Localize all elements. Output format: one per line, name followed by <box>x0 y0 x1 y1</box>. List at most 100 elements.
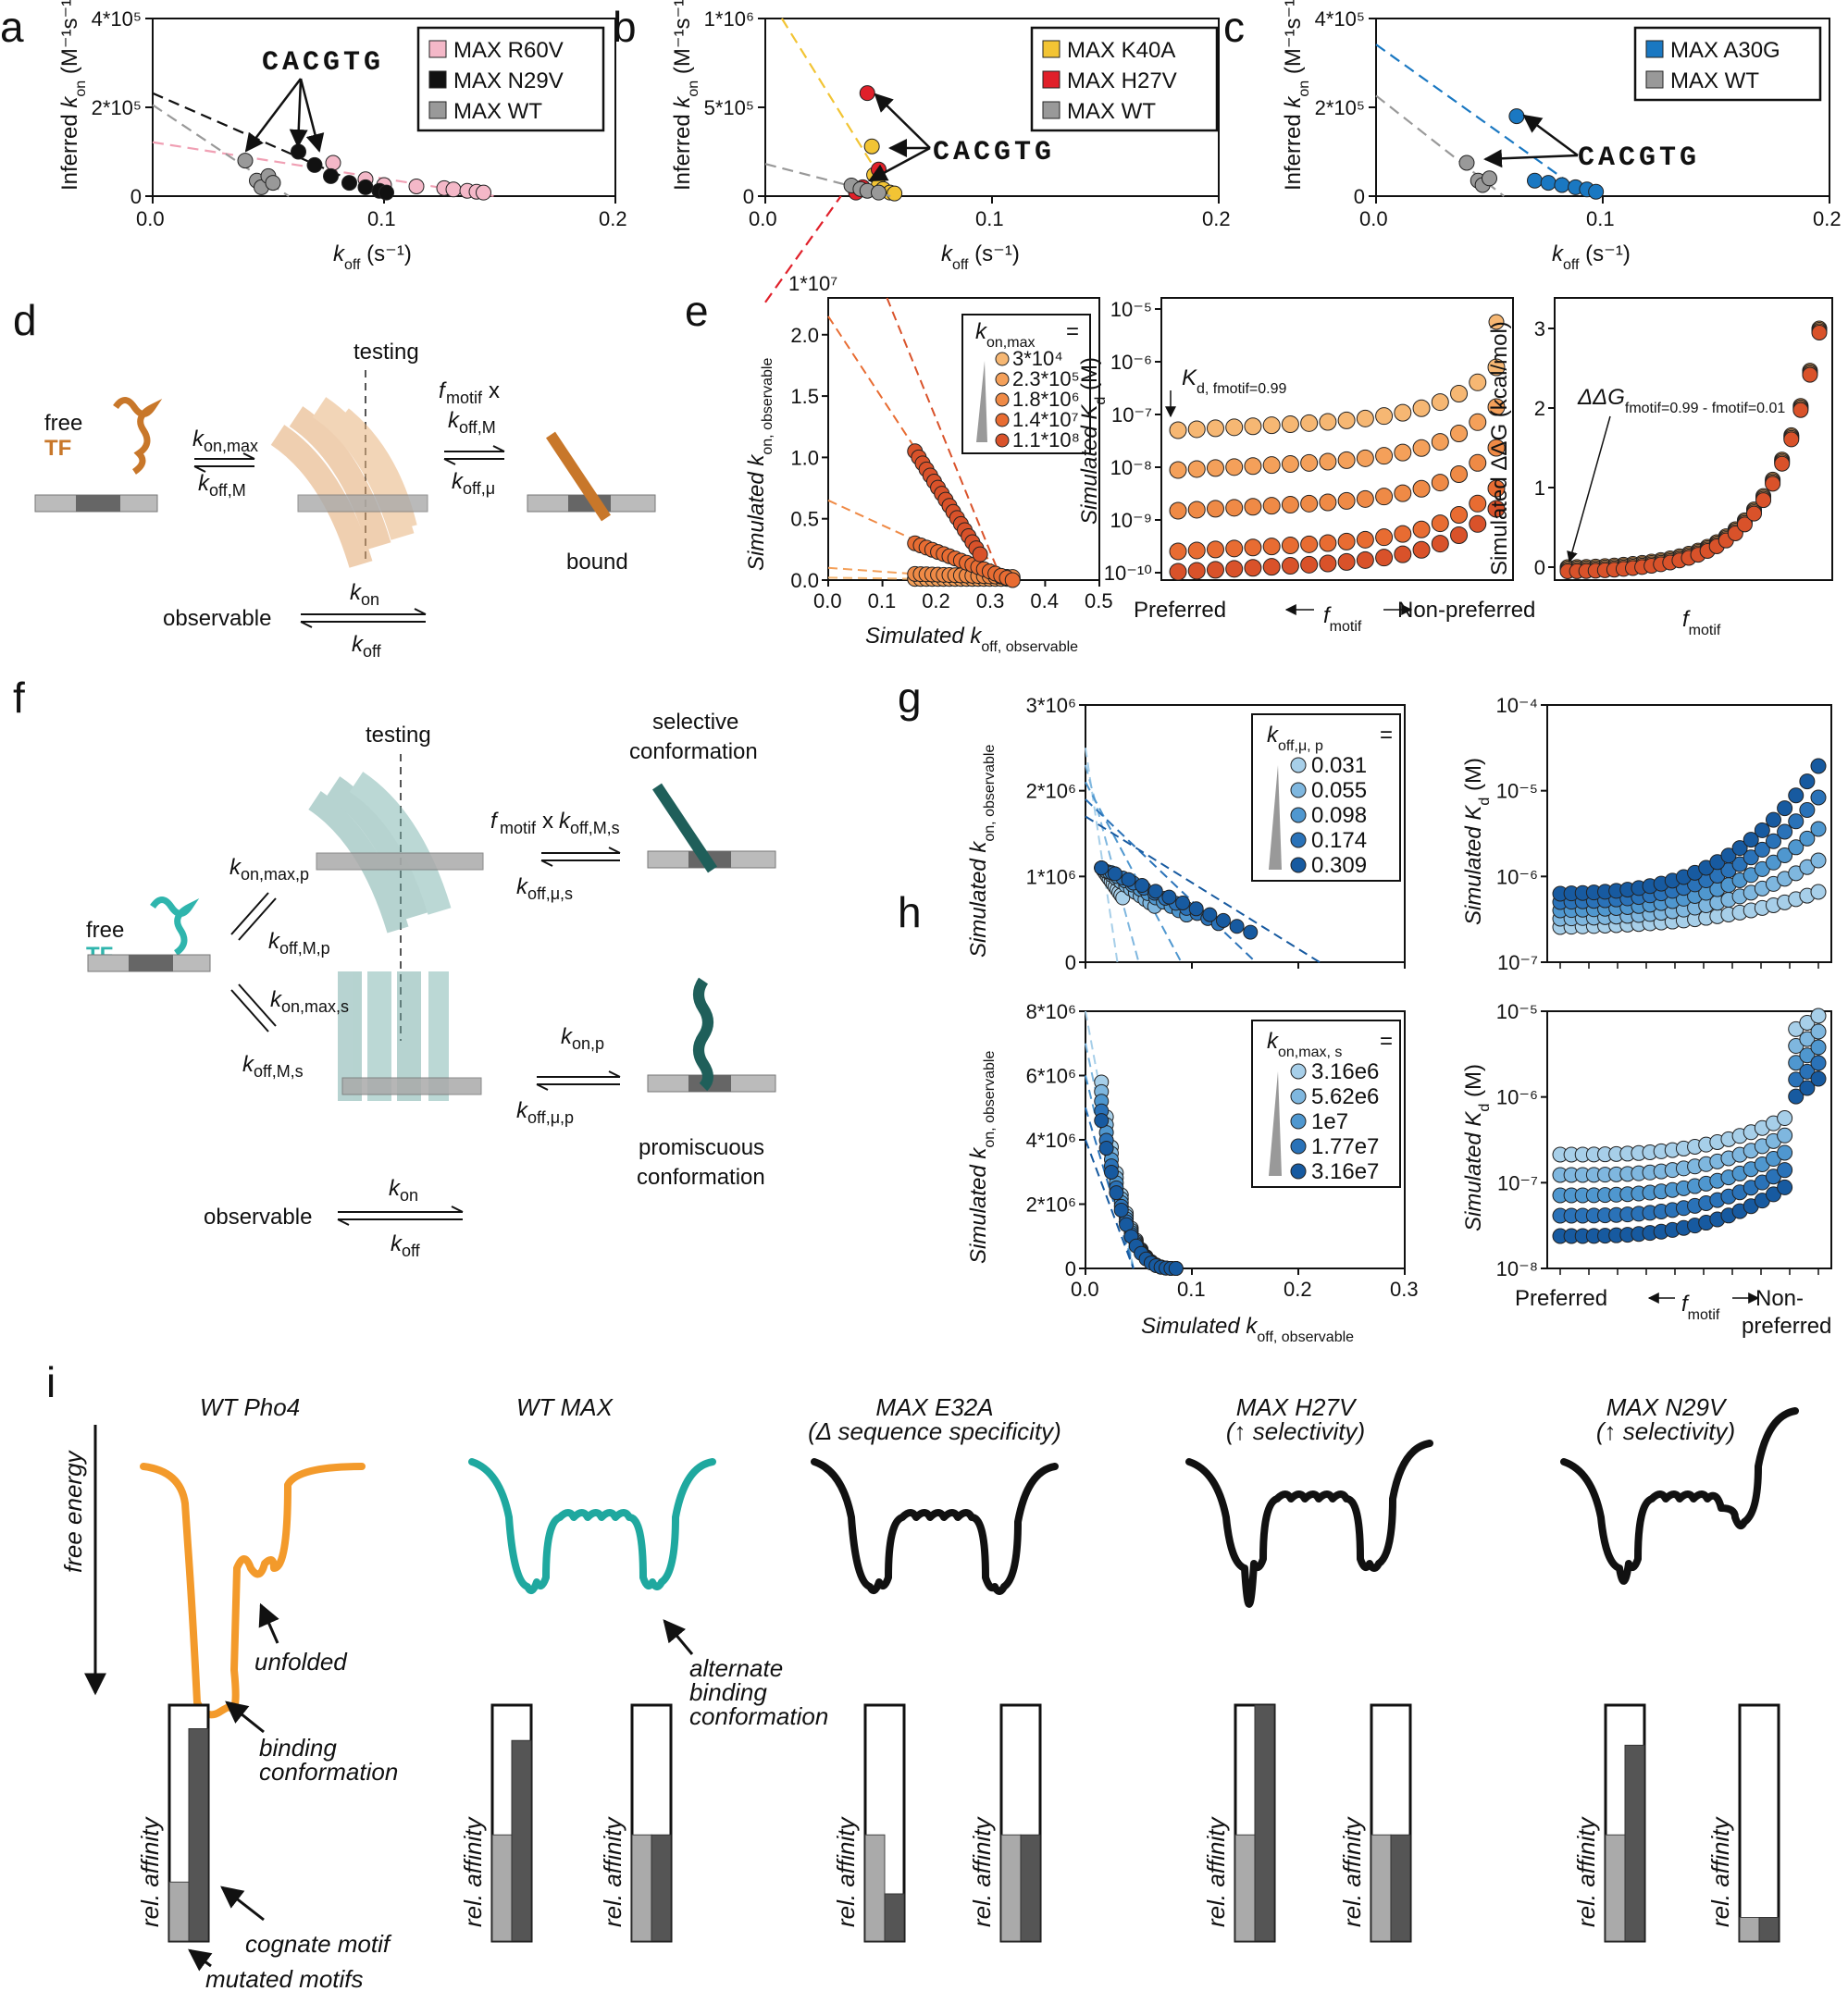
legend-entry: MAX A30G <box>1670 38 1780 63</box>
x-tick-label: 0.2 <box>1284 1278 1312 1301</box>
bar-cognate <box>511 1739 532 1942</box>
data-point <box>1469 373 1487 391</box>
legend-marker <box>1290 757 1307 773</box>
panel-i: free energy WT Pho4 WT MAX MAX E32A(Δ sequ… <box>59 1393 1799 1991</box>
data-point <box>1810 1039 1827 1056</box>
plot-frame <box>1546 1010 1832 1269</box>
y-tick-label: 10⁻¹⁰ <box>1104 562 1152 585</box>
legend-entry: 0.174 <box>1311 828 1367 853</box>
legend-entry: 1.4*10⁷ <box>1012 408 1079 431</box>
data-point <box>1262 456 1281 475</box>
annotation-arrow <box>1483 149 1579 168</box>
data-point <box>1487 439 1506 457</box>
y-tick-label: 10⁻⁵ <box>1110 298 1152 321</box>
data-point <box>1527 172 1543 189</box>
svg-text:k: k <box>561 1024 574 1049</box>
data-point <box>1262 558 1281 576</box>
fit-line <box>152 104 290 197</box>
data-point <box>1394 545 1412 563</box>
data-point <box>1469 413 1487 431</box>
y-tick-label: 10⁻⁴ <box>1495 694 1538 717</box>
d-bound-label: bound <box>566 550 628 575</box>
data-point <box>1262 538 1281 556</box>
data-point <box>1431 393 1449 412</box>
panel-label-f: f <box>13 674 25 722</box>
data-point <box>1225 458 1244 476</box>
legend-entry: 1.1*10⁸ <box>1012 428 1080 451</box>
testing-ensemble-icon <box>270 397 417 568</box>
data-point <box>1206 500 1224 518</box>
x-tick-label: 0.5 <box>1085 589 1113 612</box>
data-point <box>357 179 374 195</box>
rel-affinity-label: rel. affinity <box>1202 1816 1230 1927</box>
legend-box <box>1030 26 1219 132</box>
legend-entry: MAX WT <box>1067 99 1156 124</box>
alternate-conformation-label: conformation <box>689 1702 828 1730</box>
x-label-right-1: Non- <box>1755 1286 1804 1311</box>
x-tick-label: 0.2 <box>1813 207 1842 230</box>
rel-affinity-label: rel. affinity <box>832 1816 860 1927</box>
data-point <box>1450 385 1469 403</box>
f-kon-max-s: on,max,s <box>281 997 349 1016</box>
rel-affinity-label: rel. affinity <box>136 1816 164 1927</box>
y-axis-label: Simulated Kd (M) <box>1461 1064 1493 1231</box>
annotation-arrow <box>289 78 308 148</box>
f-conformation-label: conformation <box>629 739 758 764</box>
x-tick-label: 0.1 <box>1586 207 1615 230</box>
data-point <box>1412 399 1431 417</box>
chart-h2: 10⁻⁸ 10⁻⁷ 10⁻⁶ 10⁻⁵ Simulated Kd (M) Preferre… <box>1461 1000 1832 1339</box>
x-label-left: Preferred <box>1134 598 1226 623</box>
plot-frame <box>1085 704 1406 963</box>
data-point <box>1319 554 1337 573</box>
f-kon-max-p: on,max,p <box>241 865 309 884</box>
free-tf-icon <box>113 397 163 475</box>
x-axis-label: koff (s⁻¹) <box>1552 241 1631 273</box>
data-point <box>306 156 323 173</box>
data-point <box>1487 500 1506 518</box>
data-point <box>1394 443 1412 462</box>
data-point <box>1206 540 1224 559</box>
bar-mutated <box>1234 1834 1256 1942</box>
legend-swatch <box>1645 70 1664 89</box>
legend-box <box>416 26 605 132</box>
data-point <box>1319 413 1337 431</box>
y-axis-label: Inferred kon (M⁻¹s⁻¹) <box>1281 0 1312 191</box>
data-point <box>1206 459 1224 477</box>
legend-title: koff,μ, p <box>1267 723 1323 754</box>
annotation-arrow <box>299 78 325 153</box>
data-point <box>1337 451 1356 469</box>
data-point <box>341 175 357 192</box>
data-point <box>1777 1179 1793 1195</box>
free-energy-label: free energy <box>59 1449 87 1573</box>
data-point <box>1169 421 1187 439</box>
data-point <box>1777 1127 1793 1144</box>
ddg-annotation: ΔΔGfmotif=0.99 - fmotif=0.01 <box>1577 385 1785 416</box>
legend-marker <box>1290 1138 1307 1155</box>
data-point <box>1431 514 1449 533</box>
data-point <box>1187 562 1206 580</box>
data-point <box>1300 494 1319 513</box>
data-point <box>887 185 903 202</box>
d-testing-label: testing <box>353 340 419 365</box>
y-tick-label: 0 <box>1534 556 1545 579</box>
data-point <box>1755 492 1772 509</box>
data-point <box>1187 420 1206 439</box>
x-label-mid: fmotif <box>1681 1292 1720 1323</box>
d-koff-m: off,M <box>209 481 246 500</box>
data-point <box>1412 520 1431 538</box>
data-point <box>1202 907 1218 922</box>
data-point <box>1168 1261 1184 1276</box>
data-point <box>1508 108 1525 125</box>
data-point <box>1281 496 1299 514</box>
chart-h1: 0 2*10⁶ 4*10⁶ 6*10⁶ 8*10⁶ 0.0 0.1 0.2 0.3 Simulat… <box>966 1000 1419 1345</box>
legend-title: kon,max <box>975 319 1035 351</box>
y-axis-label: Inferred kon (M⁻¹s⁻¹) <box>57 0 89 191</box>
legend-marker <box>1290 1163 1307 1180</box>
x-tick-label: 0.2 <box>1202 207 1231 230</box>
data-point <box>1765 1186 1781 1203</box>
data-point <box>1810 821 1827 837</box>
data-point <box>1731 840 1748 857</box>
